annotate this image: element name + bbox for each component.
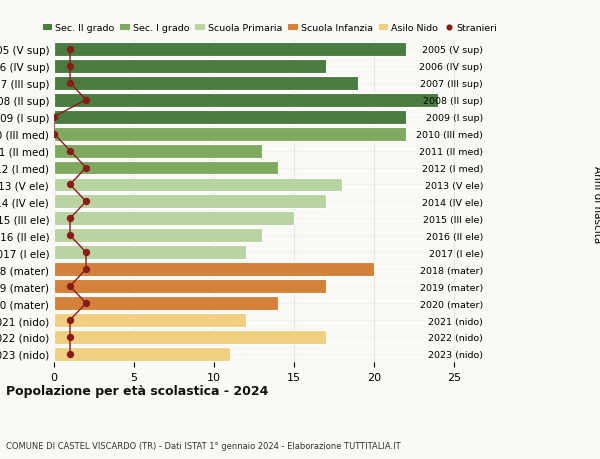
Legend: Sec. II grado, Sec. I grado, Scuola Primaria, Scuola Infanzia, Asilo Nido, Stran: Sec. II grado, Sec. I grado, Scuola Prim… — [43, 24, 497, 34]
Bar — [54, 229, 262, 243]
Bar — [54, 195, 326, 209]
Bar — [54, 330, 326, 344]
Point — [49, 114, 59, 121]
Point — [81, 97, 91, 104]
Bar — [54, 347, 230, 361]
Point — [65, 215, 75, 223]
Bar — [54, 161, 278, 175]
Bar — [54, 263, 374, 276]
Point — [65, 181, 75, 189]
Bar — [54, 212, 294, 226]
Bar — [54, 43, 406, 57]
Point — [81, 198, 91, 206]
Bar — [54, 280, 326, 293]
Point — [65, 232, 75, 240]
Bar — [54, 246, 246, 260]
Bar — [54, 60, 326, 73]
Point — [49, 131, 59, 138]
Point — [81, 164, 91, 172]
Point — [65, 317, 75, 324]
Bar — [54, 144, 262, 158]
Text: COMUNE DI CASTEL VISCARDO (TR) - Dati ISTAT 1° gennaio 2024 - Elaborazione TUTTI: COMUNE DI CASTEL VISCARDO (TR) - Dati IS… — [6, 441, 401, 450]
Point — [65, 46, 75, 53]
Point — [65, 147, 75, 155]
Bar — [54, 94, 438, 107]
Point — [65, 351, 75, 358]
Bar — [54, 111, 406, 124]
Text: Popolazione per età scolastica - 2024: Popolazione per età scolastica - 2024 — [6, 384, 268, 397]
Bar — [54, 128, 406, 141]
Text: Anni di nascita: Anni di nascita — [592, 166, 600, 243]
Point — [81, 249, 91, 257]
Bar — [54, 77, 358, 90]
Point — [65, 63, 75, 70]
Bar — [54, 313, 246, 327]
Bar — [54, 178, 342, 192]
Point — [65, 80, 75, 87]
Point — [81, 300, 91, 307]
Point — [65, 283, 75, 290]
Bar — [54, 297, 278, 310]
Point — [65, 334, 75, 341]
Point — [81, 266, 91, 273]
